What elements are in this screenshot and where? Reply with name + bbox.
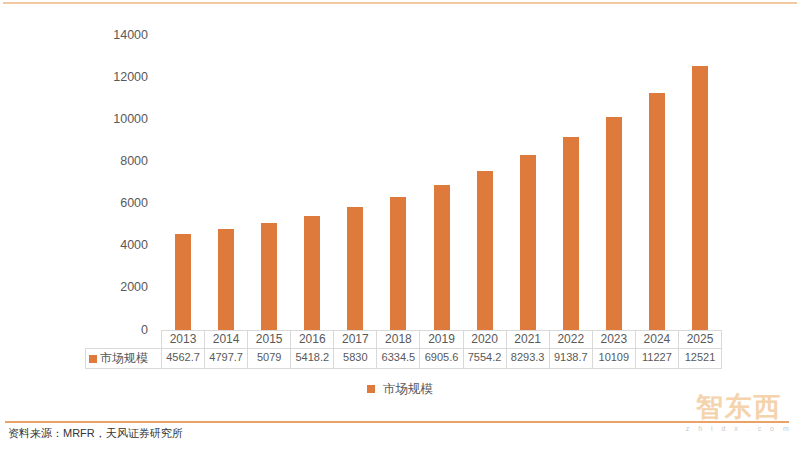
value-cell-2023: 10109: [593, 348, 636, 369]
value-cell-2022: 9138.7: [550, 348, 593, 369]
data-table-values-row: 市场规模 4562.74797.750795418.258306334.5690…: [85, 348, 722, 369]
value-cell-2017: 5830: [334, 348, 377, 369]
watermark-domain: z h i d x . c o m: [684, 425, 794, 432]
series-row-header-label: 市场规模: [100, 349, 148, 368]
watermark-brand-logo: 智东西: [684, 392, 794, 422]
year-cell-2015: 2015: [248, 331, 291, 349]
bar-2013: [175, 234, 191, 330]
bar-column-2018: [377, 35, 420, 330]
year-cell-2013: 2013: [162, 331, 205, 349]
bar-column-2019: [420, 35, 463, 330]
bar-2015: [261, 223, 277, 330]
year-cell-2025: 2025: [679, 331, 722, 349]
bar-2023: [606, 117, 622, 330]
y-tick-label: 10000: [0, 111, 148, 128]
value-cell-2013: 4562.7: [162, 348, 205, 369]
y-axis: 14000 12000 10000 8000 6000 4000 2000 0: [0, 0, 148, 340]
bar-column-2014: [204, 35, 247, 330]
year-cell-2018: 2018: [377, 331, 420, 349]
year-cell-2024: 2024: [636, 331, 679, 349]
value-cell-2019: 6905.6: [420, 348, 463, 369]
year-cell-2019: 2019: [420, 331, 463, 349]
year-cell-2014: 2014: [205, 331, 248, 349]
bar-2022: [563, 137, 579, 330]
value-cell-2020: 7554.2: [464, 348, 507, 369]
value-cell-2024: 11227: [636, 348, 679, 369]
value-cell-2015: 5079: [248, 348, 291, 369]
bar-2016: [304, 216, 320, 330]
year-cell-2022: 2022: [550, 331, 593, 349]
bottom-divider-rule: [5, 421, 789, 423]
bar-plot-area: [161, 35, 722, 330]
bar-column-2020: [463, 35, 506, 330]
chart-page: 14000120001000080006000400020000 2013201…: [0, 0, 800, 450]
y-tick-label: 4000: [0, 237, 148, 254]
legend-label: 市场规模: [383, 381, 433, 398]
series-key-square-icon: [89, 355, 97, 363]
year-cell-2017: 2017: [334, 331, 377, 349]
watermark: 智东西 z h i d x . c o m: [684, 392, 794, 432]
bar-2025: [692, 66, 708, 330]
bar-column-2016: [290, 35, 333, 330]
bar-2021: [520, 155, 536, 330]
source-note: 资料来源：MRFR，天风证券研究所: [8, 426, 183, 441]
y-tick-label: 0: [0, 322, 148, 339]
bar-2014: [218, 229, 234, 330]
bar-column-2024: [636, 35, 679, 330]
y-tick-label: 12000: [0, 69, 148, 86]
data-table-row-header: 市场规模: [86, 348, 162, 369]
value-cell-2025: 12521: [679, 348, 722, 369]
y-tick-label: 2000: [0, 279, 148, 296]
y-tick-label: 6000: [0, 195, 148, 212]
bar-column-2017: [334, 35, 377, 330]
bar-2020: [477, 171, 493, 330]
bar-2017: [347, 207, 363, 330]
y-tick-label: 14000: [0, 27, 148, 44]
year-cell-2023: 2023: [593, 331, 636, 349]
year-cell-2021: 2021: [507, 331, 550, 349]
bar-2024: [649, 93, 665, 330]
bar-2019: [434, 185, 450, 331]
bar-column-2021: [506, 35, 549, 330]
value-cell-2016: 5418.2: [291, 348, 334, 369]
bar-2018: [390, 197, 406, 331]
bar-column-2013: [161, 35, 204, 330]
data-table-years-row: 2013201420152016201720182019202020212022…: [161, 330, 722, 349]
year-cell-2016: 2016: [291, 331, 334, 349]
value-cell-2014: 4797.7: [205, 348, 248, 369]
legend-swatch-icon: [367, 385, 375, 393]
bar-column-2015: [247, 35, 290, 330]
chart-legend: 市场规模: [0, 381, 800, 397]
year-cell-2020: 2020: [464, 331, 507, 349]
bar-column-2025: [679, 35, 722, 330]
y-tick-label: 8000: [0, 153, 148, 170]
bar-column-2023: [593, 35, 636, 330]
value-cell-2021: 8293.3: [507, 348, 550, 369]
bar-column-2022: [549, 35, 592, 330]
value-cell-2018: 6334.5: [377, 348, 420, 369]
